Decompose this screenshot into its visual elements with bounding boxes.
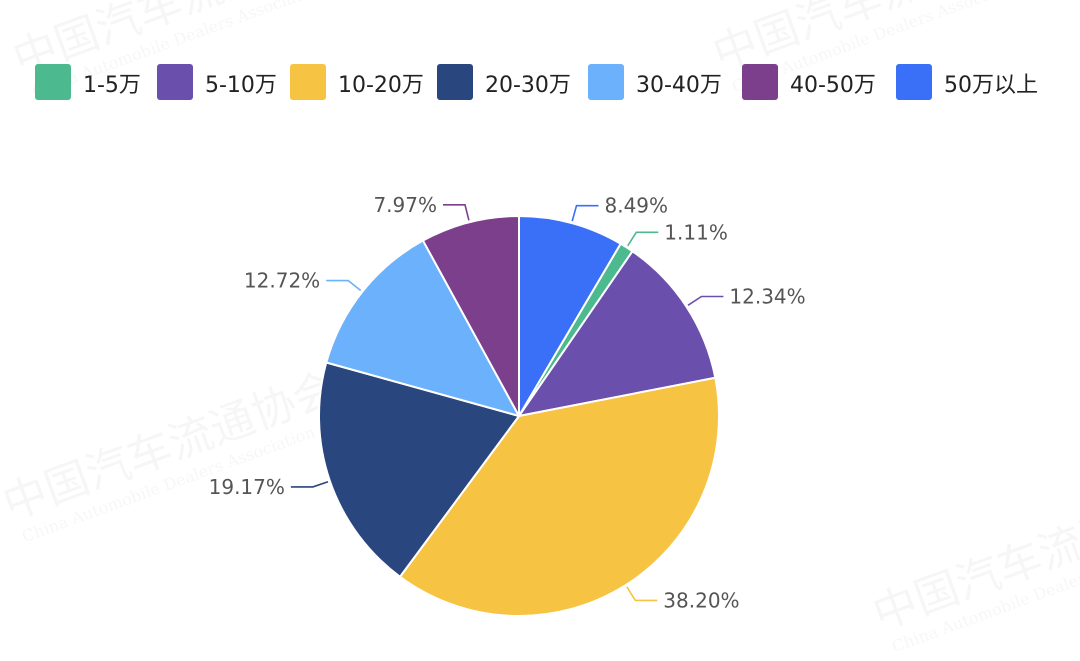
leader-line — [443, 204, 470, 221]
pie-slices — [318, 215, 720, 617]
legend-item[interactable]: 5-10万 — [157, 64, 277, 100]
pie-slice[interactable] — [421, 215, 520, 417]
legend-label: 50万以上 — [944, 73, 1038, 98]
data-label: 12.34% — [729, 285, 805, 309]
legend-item[interactable]: 1-5万 — [35, 64, 141, 100]
leader-line — [627, 231, 659, 247]
data-label: 19.17% — [209, 475, 285, 499]
legend-swatch — [896, 64, 932, 100]
legend-item[interactable]: 10-20万 — [290, 64, 424, 100]
legend-swatch — [157, 64, 193, 100]
pie-slice[interactable] — [318, 361, 520, 578]
leader-line — [571, 204, 599, 222]
data-label: 38.20% — [663, 588, 739, 612]
legend-item[interactable]: 30-40万 — [588, 64, 722, 100]
pie-slice[interactable] — [518, 215, 622, 417]
legend-label: 40-50万 — [790, 73, 876, 98]
legend: 1-5万 5-10万 10-20万 20-30万 30-40万 40-50万 50万以上 — [35, 64, 1038, 100]
legend-swatch — [35, 64, 71, 100]
leader-line — [626, 586, 658, 602]
legend-label: 5-10万 — [205, 73, 277, 98]
pie-slice[interactable] — [325, 239, 520, 417]
legend-item[interactable]: 50万以上 — [896, 64, 1038, 100]
legend-swatch — [742, 64, 778, 100]
data-label: 1.11% — [664, 220, 728, 244]
data-labels: 8.49%1.11% 12.34% 38.20% 19.17% 12.72% 7.97% — [209, 193, 806, 613]
data-label: 7.97% — [373, 193, 437, 217]
legend-item[interactable]: 20-30万 — [437, 64, 571, 100]
pie-slice[interactable] — [399, 376, 720, 617]
pie-slice[interactable] — [518, 250, 717, 417]
data-label: 8.49% — [605, 194, 669, 218]
leader-line — [290, 480, 329, 488]
legend-label: 1-5万 — [83, 73, 141, 98]
legend-swatch — [437, 64, 473, 100]
data-label: 12.72% — [244, 269, 320, 293]
leader-line — [326, 279, 362, 292]
legend-label: 10-20万 — [338, 73, 424, 98]
leader-line — [687, 295, 724, 306]
legend-item[interactable]: 40-50万 — [742, 64, 876, 100]
legend-swatch — [588, 64, 624, 100]
legend-label: 20-30万 — [485, 73, 571, 98]
legend-label: 30-40万 — [636, 73, 722, 98]
legend-swatch — [290, 64, 326, 100]
